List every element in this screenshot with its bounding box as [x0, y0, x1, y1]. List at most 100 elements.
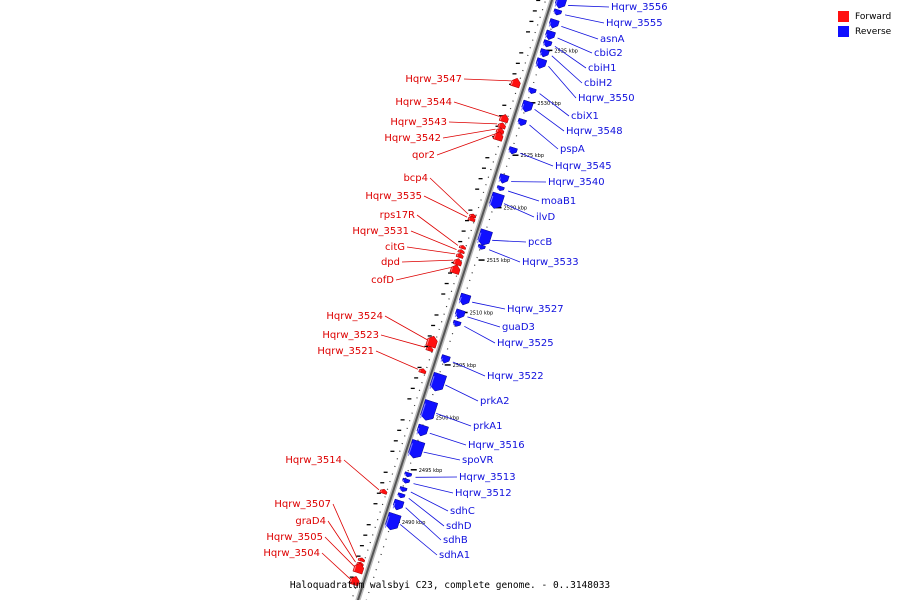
gene-guad3[interactable] [455, 308, 466, 319]
gene-hqrw-3527[interactable] [459, 292, 472, 306]
gene-hqrw-3522[interactable] [440, 354, 451, 364]
leader-line [327, 520, 356, 563]
gene-label-dpd[interactable]: dpd [381, 257, 400, 268]
gene-hqrw-3550[interactable] [535, 57, 548, 69]
gene-label-hqrw-3548[interactable]: Hqrw_3548 [566, 126, 623, 137]
gene-hqrw-3533[interactable] [477, 243, 486, 250]
gene-label-cbih1[interactable]: cbiH1 [588, 63, 617, 74]
gene-label-cofd[interactable]: cofD [371, 275, 394, 286]
legend-forward-label: Forward [855, 11, 892, 22]
gene-label-hqrw-3544[interactable]: Hqrw_3544 [395, 97, 452, 108]
leader-line [343, 459, 380, 491]
gene-label-hqrw-3540[interactable]: Hqrw_3540 [548, 177, 605, 188]
gene-asna[interactable] [549, 18, 560, 29]
gene-label-cbig2[interactable]: cbiG2 [594, 48, 623, 59]
gene-label-hqrw-3533[interactable]: Hqrw_3533 [522, 257, 579, 268]
gene-label-hqrw-3527[interactable]: Hqrw_3527 [507, 304, 564, 315]
gene-label-hqrw-3504[interactable]: Hqrw_3504 [263, 548, 320, 559]
gene-hqrw-3531[interactable] [457, 249, 465, 255]
leader-line [467, 316, 501, 328]
gene-label-hqrw-3545[interactable]: Hqrw_3545 [555, 161, 612, 172]
gene-hqrw-3512[interactable] [402, 477, 411, 484]
gene-label-hqrw-3513[interactable]: Hqrw_3513 [459, 472, 516, 483]
gene-label-prka1[interactable]: prkA1 [473, 421, 502, 432]
gene-label-ilvd[interactable]: ilvD [536, 212, 555, 223]
gene-sdhc[interactable] [399, 486, 408, 492]
gene-label-pccb[interactable]: pccB [528, 237, 552, 248]
gene-dpd[interactable] [452, 258, 463, 267]
gene-label-hqrw-3531[interactable]: Hqrw_3531 [352, 226, 409, 237]
gene-label-hqrw-3524[interactable]: Hqrw_3524 [326, 311, 383, 322]
gene-hqrw-3507[interactable] [357, 557, 366, 563]
leader-line [492, 239, 527, 243]
gene-label-hqrw-3543[interactable]: Hqrw_3543 [390, 117, 447, 128]
leader-line [488, 249, 521, 263]
gene-hqrw-3555[interactable] [553, 8, 563, 16]
gene-label-hqrw-3521[interactable]: Hqrw_3521 [317, 346, 374, 357]
gene-cbih1[interactable] [543, 39, 553, 48]
gene-hqrw-3513[interactable] [404, 471, 413, 478]
gene-label-bcp4[interactable]: bcp4 [403, 173, 428, 184]
gene-label-moab1[interactable]: moaB1 [541, 196, 576, 207]
gene-hqrw-3516[interactable] [416, 423, 429, 437]
gene-hqrw-3525[interactable] [452, 319, 462, 327]
gene-features [348, 0, 567, 587]
gene-label-hqrw-3512[interactable]: Hqrw_3512 [455, 488, 512, 499]
gene-label-hqrw-3555[interactable]: Hqrw_3555 [606, 18, 663, 29]
gene-label-hqrw-3523[interactable]: Hqrw_3523 [322, 330, 379, 341]
gene-label-hqrw-3507[interactable]: Hqrw_3507 [274, 499, 331, 510]
gene-hqrw-3544[interactable] [498, 114, 509, 124]
gene-sdhd[interactable] [397, 492, 406, 499]
gene-label-cbih2[interactable]: cbiH2 [584, 78, 613, 89]
gene-label-hqrw-3535[interactable]: Hqrw_3535 [365, 191, 422, 202]
gene-label-pspa[interactable]: pspA [560, 144, 585, 155]
leader-line [400, 524, 438, 556]
gene-sdhb[interactable] [392, 498, 405, 511]
gene-cbix1[interactable] [528, 86, 537, 94]
gene-moab1[interactable] [496, 185, 505, 191]
gene-label-hqrw-3522[interactable]: Hqrw_3522 [487, 371, 544, 382]
gene-highlight [453, 260, 456, 264]
gene-highlight [426, 347, 428, 350]
leader-line [551, 55, 583, 84]
gene-qor2[interactable] [492, 131, 504, 142]
gene-label-sdha1[interactable]: sdhA1 [439, 550, 470, 561]
leader-line [507, 190, 540, 202]
gene-label-hqrw-3550[interactable]: Hqrw_3550 [578, 93, 635, 104]
gene-hqrw-3556[interactable] [554, 0, 567, 9]
gene-label-hqrw-3505[interactable]: Hqrw_3505 [266, 532, 323, 543]
gene-hqrw-3547[interactable] [509, 77, 521, 89]
gene-label-sdhb[interactable]: sdhB [443, 535, 468, 546]
gene-cbig2[interactable] [545, 29, 556, 41]
forward-swatch [838, 11, 849, 22]
gene-cbih2[interactable] [539, 48, 550, 58]
gene-label-rps17r[interactable]: rps17R [380, 210, 415, 221]
gene-hqrw-3504[interactable] [348, 575, 360, 587]
gene-hqrw-3540[interactable] [498, 173, 510, 184]
gene-hqrw-3548[interactable] [521, 99, 534, 113]
gene-hqrw-3545[interactable] [508, 146, 518, 155]
gene-label-hqrw-3516[interactable]: Hqrw_3516 [468, 440, 525, 451]
gene-label-guad3[interactable]: guaD3 [502, 322, 535, 333]
gene-label-hqrw-3547[interactable]: Hqrw_3547 [405, 74, 462, 85]
gene-label-asna[interactable]: asnA [600, 34, 625, 45]
gene-label-sdhc[interactable]: sdhC [450, 506, 475, 517]
gene-label-cbix1[interactable]: cbiX1 [571, 111, 599, 122]
gene-label-hqrw-3525[interactable]: Hqrw_3525 [497, 338, 554, 349]
gene-highlight [498, 124, 500, 127]
gene-pspa[interactable] [517, 117, 528, 126]
gene-label-sdhd[interactable]: sdhD [446, 521, 472, 532]
gene-label-hqrw-3542[interactable]: Hqrw_3542 [384, 133, 441, 144]
gene-label-spovr[interactable]: spoVR [462, 455, 494, 466]
leader-line [529, 124, 559, 150]
gene-label-qor2[interactable]: qor2 [412, 150, 435, 161]
gene-label-hqrw-3514[interactable]: Hqrw_3514 [285, 455, 342, 466]
gene-label-grad4[interactable]: graD4 [295, 516, 326, 527]
gene-label-prka2[interactable]: prkA2 [480, 396, 509, 407]
gene-highlight [380, 490, 382, 493]
gene-label-hqrw-3556[interactable]: Hqrw_3556 [611, 2, 668, 13]
gene-highlight [496, 129, 499, 133]
gene-label-citg[interactable]: citG [385, 242, 405, 253]
gene-cofd[interactable] [449, 264, 461, 275]
